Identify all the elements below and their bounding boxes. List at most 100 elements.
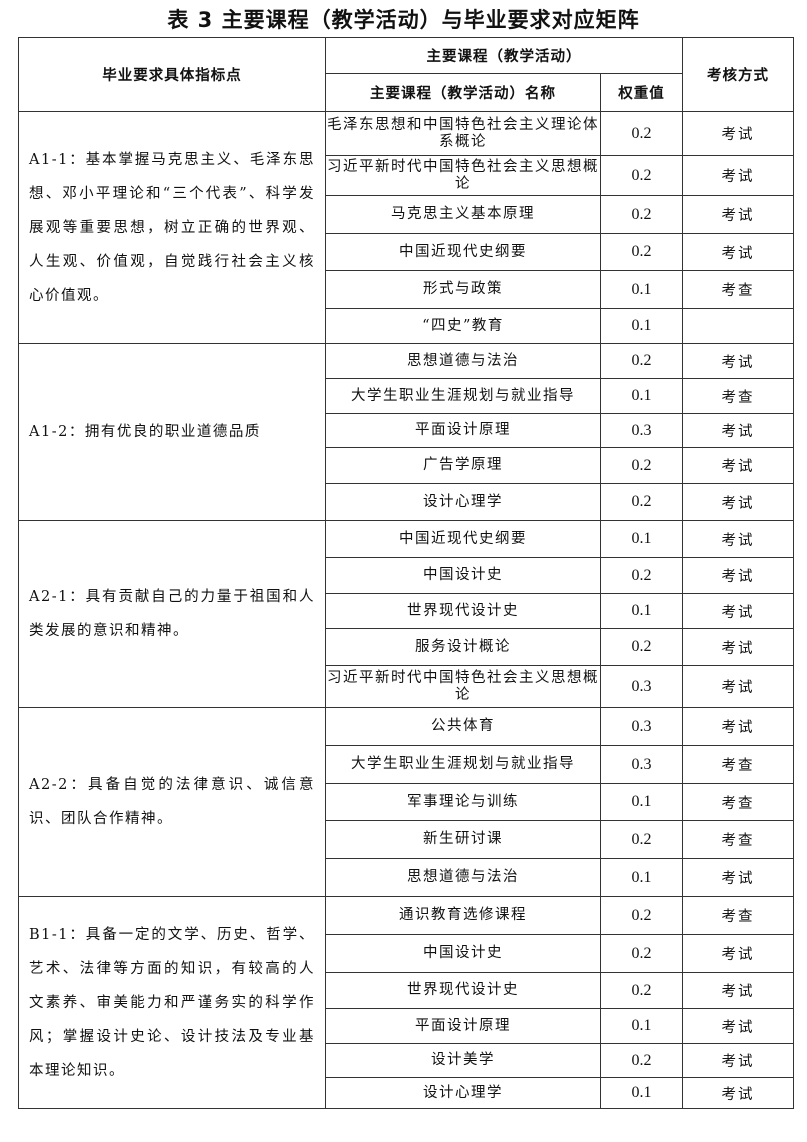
course-name-cell: 中国近现代史纲要 <box>325 233 601 271</box>
table-row: 中国设计史 0.2 考试 <box>19 934 794 973</box>
course-name-cell: 通识教育选修课程 <box>325 896 601 935</box>
course-name-cell: 中国设计史 <box>325 934 601 973</box>
indicator-cell: A2-2：具备自觉的法律意识、诚信意识、团队合作精神。 <box>18 707 326 897</box>
indicator-cell: A2-1：具有贡献自己的力量于祖国和人类发展的意识和精神。 <box>18 520 326 708</box>
weight-cell: 0.2 <box>600 155 683 196</box>
course-name-cell: 大学生职业生涯规划与就业指导 <box>325 378 601 414</box>
assessment-cell: 考试 <box>682 343 794 379</box>
table-row: 平面设计原理 0.1 考试 <box>19 1008 794 1044</box>
weight-cell: 0.2 <box>600 896 683 935</box>
course-name-cell: 中国设计史 <box>325 557 601 594</box>
assessment-cell: 考试 <box>682 1043 794 1078</box>
weight-cell: 0.1 <box>600 270 683 309</box>
course-name-cell: “四史”教育 <box>325 308 601 344</box>
header-courses-group: 主要课程（教学活动） <box>325 37 683 74</box>
course-name-cell: 形式与政策 <box>325 270 601 309</box>
header-assessment: 考核方式 <box>682 37 794 112</box>
table-row: 世界现代设计史 0.2 考试 <box>19 972 794 1009</box>
weight-cell: 0.2 <box>600 972 683 1009</box>
header-course-name: 主要课程（教学活动）名称 <box>325 73 601 112</box>
weight-cell: 0.3 <box>600 665 683 708</box>
assessment-cell: 考试 <box>682 1077 794 1109</box>
indicator-cell: A1-1：基本掌握马克思主义、毛泽东思想、邓小平理论和“三个代表”、科学发展观等… <box>18 111 326 344</box>
weight-cell: 0.3 <box>600 745 683 784</box>
course-name-cell: 公共体育 <box>325 707 601 746</box>
course-name-cell: 新生研讨课 <box>325 820 601 859</box>
course-name-cell: 设计美学 <box>325 1043 601 1078</box>
indicator-cell: B1-1：具备一定的文学、历史、哲学、艺术、法律等方面的知识，有较高的人文素养、… <box>18 896 326 1109</box>
course-name-cell: 平面设计原理 <box>325 1008 601 1044</box>
table-title: 表 3 主要课程（教学活动）与毕业要求对应矩阵 <box>167 8 640 32</box>
weight-cell: 0.2 <box>600 934 683 973</box>
assessment-cell: 考试 <box>682 520 794 558</box>
table-row: 马克思主义基本原理 0.2 考试 <box>19 195 794 234</box>
table-row: 平面设计原理 0.3 考试 <box>19 413 794 448</box>
table-row: A2-1：具有贡献自己的力量于祖国和人类发展的意识和精神。 中国近现代史纲要 0.1… <box>18 520 794 708</box>
assessment-cell: 考查 <box>682 783 794 821</box>
weight-cell: 0.2 <box>600 447 683 484</box>
indicator-cell: A1-2：拥有优良的职业道德品质 <box>18 343 326 521</box>
course-name-cell: 世界现代设计史 <box>325 972 601 1009</box>
assessment-cell: 考试 <box>682 707 794 746</box>
assessment-cell: 考试 <box>682 111 794 156</box>
course-name-cell: 思想道德与法治 <box>325 858 601 897</box>
graduation-requirements-matrix: 毕业要求具体指标点 主要课程（教学活动） 考核方式 主要课程（教学活动）名称 权… <box>18 37 794 1109</box>
weight-cell: 0.2 <box>600 483 683 521</box>
table-row: 广告学原理 0.2 考试 <box>19 447 794 484</box>
assessment-cell: 考试 <box>682 557 794 594</box>
weight-cell: 0.1 <box>600 1008 683 1044</box>
weight-cell: 0.1 <box>600 308 683 344</box>
table-row: 军事理论与训练 0.1 考查 <box>19 783 794 821</box>
assessment-cell: 考试 <box>682 934 794 973</box>
weight-cell: 0.2 <box>600 111 683 156</box>
table-row: 设计美学 0.2 考试 <box>19 1043 794 1078</box>
assessment-cell: 考试 <box>682 447 794 484</box>
assessment-cell: 考试 <box>682 483 794 521</box>
weight-cell: 0.2 <box>600 233 683 271</box>
assessment-cell: 考查 <box>682 378 794 414</box>
table-row: 大学生职业生涯规划与就业指导 0.3 考查 <box>19 745 794 784</box>
weight-cell: 0.3 <box>600 413 683 448</box>
weight-cell: 0.1 <box>600 520 683 558</box>
assessment-cell: 考查 <box>682 896 794 935</box>
course-name-cell: 习近平新时代中国特色社会主义思想概论 <box>325 665 601 708</box>
course-name-cell: 平面设计原理 <box>325 413 601 448</box>
course-name-cell: 服务设计概论 <box>325 628 601 666</box>
assessment-cell: 考试 <box>682 195 794 234</box>
course-name-cell: 思想道德与法治 <box>325 343 601 379</box>
table-row: B1-1：具备一定的文学、历史、哲学、艺术、法律等方面的知识，有较高的人文素养、… <box>18 896 794 1109</box>
weight-cell: 0.1 <box>600 1077 683 1109</box>
assessment-cell: 考试 <box>682 665 794 708</box>
assessment-cell: 考试 <box>682 628 794 666</box>
weight-cell: 0.1 <box>600 783 683 821</box>
table-row: 世界现代设计史 0.1 考试 <box>19 593 794 629</box>
course-name-cell: 马克思主义基本原理 <box>325 195 601 234</box>
course-name-cell: 大学生职业生涯规划与就业指导 <box>325 745 601 784</box>
table-row: A2-2：具备自觉的法律意识、诚信意识、团队合作精神。 公共体育 0.3 考试 <box>18 707 794 897</box>
assessment-cell: 考试 <box>682 155 794 196</box>
weight-cell: 0.2 <box>600 628 683 666</box>
table-row: 新生研讨课 0.2 考查 <box>19 820 794 859</box>
assessment-cell: 考试 <box>682 233 794 271</box>
assessment-cell: 考查 <box>682 745 794 784</box>
weight-cell: 0.2 <box>600 1043 683 1078</box>
assessment-cell: 考试 <box>682 858 794 897</box>
assessment-cell: 考试 <box>682 972 794 1009</box>
table-row: A1-1：基本掌握马克思主义、毛泽东思想、邓小平理论和“三个代表”、科学发展观等… <box>18 111 794 344</box>
assessment-cell: 考查 <box>682 820 794 859</box>
weight-cell: 0.3 <box>600 707 683 746</box>
assessment-cell: 考查 <box>682 270 794 309</box>
course-name-cell: 中国近现代史纲要 <box>325 520 601 558</box>
header-weight: 权重值 <box>600 73 683 112</box>
course-name-cell: 世界现代设计史 <box>325 593 601 629</box>
table-row: 设计心理学 0.1 考试 <box>19 1077 794 1109</box>
assessment-cell: 考试 <box>682 593 794 629</box>
course-name-cell: 军事理论与训练 <box>325 783 601 821</box>
weight-cell: 0.2 <box>600 343 683 379</box>
weight-cell: 0.2 <box>600 195 683 234</box>
course-name-cell: 设计心理学 <box>325 483 601 521</box>
table-row: 中国设计史 0.2 考试 <box>19 557 794 594</box>
table-row: 大学生职业生涯规划与就业指导 0.1 考查 <box>19 378 794 414</box>
header-indicator: 毕业要求具体指标点 <box>18 37 326 112</box>
assessment-cell <box>682 308 794 344</box>
